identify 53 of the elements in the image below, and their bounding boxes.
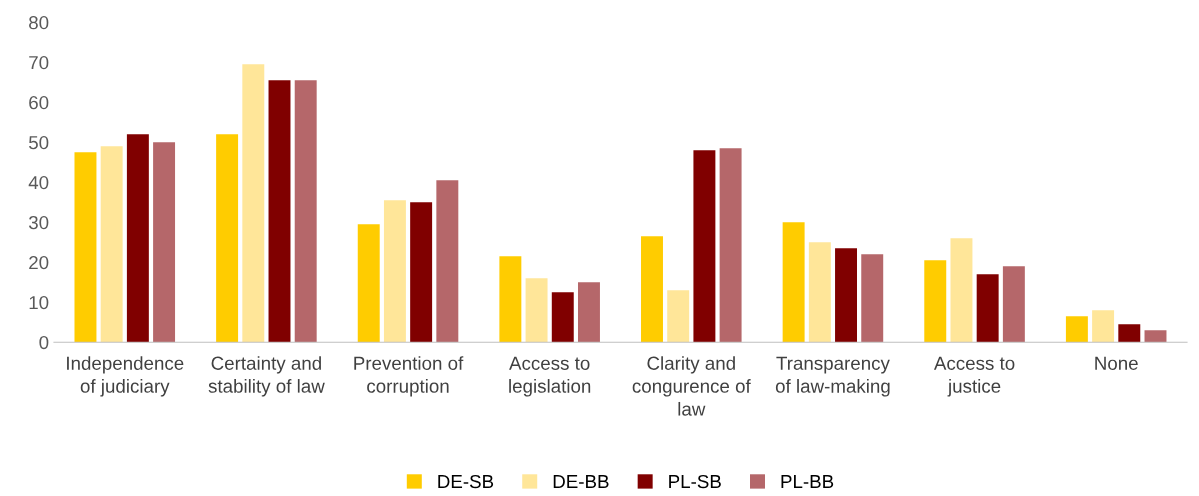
bar xyxy=(924,260,947,343)
y-tick-label: 40 xyxy=(28,175,49,190)
bar xyxy=(693,150,716,343)
bar xyxy=(126,134,149,343)
x-tick-label: Prevention of corruption xyxy=(354,356,464,397)
legend-label: DE-SB xyxy=(438,474,494,489)
bar xyxy=(294,80,317,343)
legend-label: PL-BB xyxy=(781,475,834,488)
bar xyxy=(782,222,805,343)
y-tick-label: 20 xyxy=(29,255,49,270)
bar xyxy=(74,152,97,343)
bar xyxy=(861,254,884,343)
y-tick-label: 0 xyxy=(39,335,49,350)
bar xyxy=(383,200,406,343)
bar xyxy=(641,236,663,343)
bar xyxy=(216,134,239,343)
y-tick-label: 10 xyxy=(29,295,49,310)
x-tick-label: Transparency of law-making xyxy=(775,356,890,397)
bar xyxy=(835,248,858,343)
bar xyxy=(551,292,574,343)
bar xyxy=(667,290,690,343)
y-tick-label: 60 xyxy=(29,96,49,110)
x-tick-label: Certainty and stability of law xyxy=(208,356,325,397)
y-tick-label: 30 xyxy=(28,215,49,230)
bar xyxy=(808,242,831,343)
x-tick-label: Independence of judiciary xyxy=(67,356,184,397)
bar xyxy=(719,148,742,343)
bar xyxy=(268,80,291,343)
bar xyxy=(436,180,459,343)
bar xyxy=(1092,310,1115,343)
bar xyxy=(525,278,548,343)
x-tick-label: Access to legislation xyxy=(509,356,591,397)
bar xyxy=(950,238,973,343)
bar xyxy=(410,202,433,343)
bar xyxy=(100,146,123,343)
y-tick-label: 50 xyxy=(28,135,49,150)
bar xyxy=(1144,330,1167,343)
bar xyxy=(499,256,522,343)
y-tick-label: 70 xyxy=(29,56,49,70)
legend-label: PL-SB xyxy=(669,474,721,489)
y-tick-label: 80 xyxy=(29,16,49,30)
x-tick-label: Clarity and congurence of law xyxy=(632,356,751,416)
bar xyxy=(577,282,600,343)
x-tick-label: None xyxy=(1095,356,1138,370)
bar xyxy=(357,224,380,343)
bar xyxy=(1002,266,1025,343)
x-tick-label: Access to justice xyxy=(933,356,1015,397)
legend-label: DE-BB xyxy=(553,475,609,488)
bar xyxy=(1118,324,1141,343)
bar xyxy=(1065,316,1088,343)
bar xyxy=(242,64,265,343)
bar xyxy=(153,142,176,343)
bar xyxy=(976,274,999,343)
